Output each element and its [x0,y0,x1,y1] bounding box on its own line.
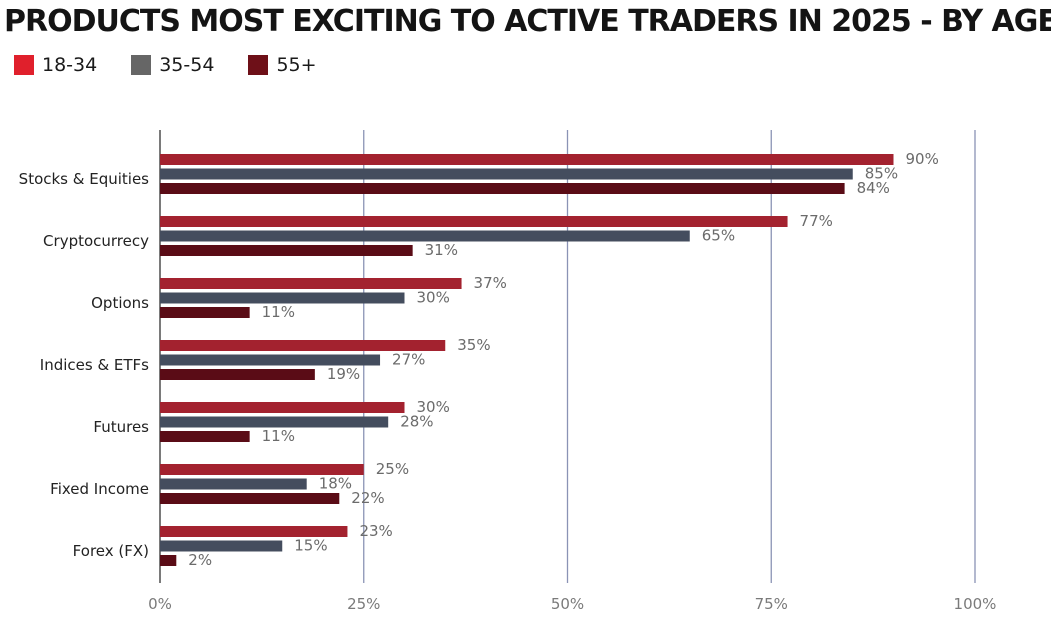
legend-swatch-18-34 [14,55,34,75]
value-label-cryptocurrecy-35-54: 65% [702,227,735,245]
value-label-indices-etfs-18-34: 35% [457,336,490,354]
value-label-fixed-income-18-34: 25% [376,460,409,478]
bar-futures-18-34 [160,402,405,413]
value-label-forex-fx-55: 2% [188,551,212,569]
bar-fixed-income-55 [160,493,340,504]
value-label-options-35-54: 30% [417,289,450,307]
value-label-stocks-equities-18-34: 90% [906,150,939,168]
x-tick-label-100: 100% [954,595,997,613]
value-label-options-18-34: 37% [474,274,507,292]
legend-item-35-54: 35-54 [131,54,214,76]
legend-label-35-54: 35-54 [159,54,215,76]
bar-forex-fx-35-54 [160,540,283,552]
value-label-forex-fx-18-34: 23% [359,522,392,540]
bar-fixed-income-18-34 [160,464,364,475]
value-label-cryptocurrecy-55: 31% [425,241,458,259]
bar-cryptocurrecy-35-54 [160,230,690,242]
legend-swatch-55-plus [248,55,269,75]
value-label-fixed-income-35-54: 18% [319,475,352,493]
bar-options-35-54 [160,292,405,304]
value-label-stocks-equities-55: 84% [857,179,890,197]
bar-futures-55 [160,431,250,442]
value-label-fixed-income-55: 22% [351,489,384,507]
bar-options-55 [160,307,250,318]
value-label-indices-etfs-55: 19% [327,365,360,383]
category-label-fixed-income: Fixed Income [50,480,149,498]
bar-fixed-income-35-54 [160,478,307,490]
category-label-cryptocurrecy: Cryptocurrecy [43,232,149,250]
x-tick-label-75: 75% [755,595,788,613]
x-tick-label-0: 0% [148,595,172,613]
legend-item-18-34: 18-34 [14,54,97,76]
category-label-indices-etfs: Indices & ETFs [40,356,149,374]
category-label-forex-fx: Forex (FX) [73,542,149,560]
bar-forex-fx-18-34 [160,526,348,537]
value-label-forex-fx-35-54: 15% [294,537,327,555]
x-tick-label-25: 25% [347,595,380,613]
bar-indices-etfs-55 [160,369,315,380]
bar-futures-35-54 [160,416,389,428]
value-label-futures-35-54: 28% [400,413,433,431]
legend-swatch-35-54 [131,55,152,75]
bar-stocks-equities-18-34 [160,154,894,165]
value-label-futures-55: 11% [262,427,295,445]
chart-title: PRODUCTS MOST EXCITING TO ACTIVE TRADERS… [4,4,1051,39]
value-label-futures-18-34: 30% [417,398,450,416]
category-label-stocks-equities: Stocks & Equities [19,170,150,188]
bar-stocks-equities-35-54 [160,168,853,180]
x-tick-label-50: 50% [551,595,584,613]
value-label-options-55: 11% [262,303,295,321]
category-label-options: Options [91,294,149,312]
legend-label-55-plus: 55+ [276,54,317,76]
value-label-indices-etfs-35-54: 27% [392,351,425,369]
legend: 18-34 35-54 55+ [14,54,351,76]
legend-item-55-plus: 55+ [248,54,317,76]
bar-indices-etfs-18-34 [160,340,446,351]
bar-forex-fx-55 [160,555,177,566]
bar-options-18-34 [160,278,462,289]
value-label-stocks-equities-35-54: 85% [865,165,898,183]
bar-cryptocurrecy-18-34 [160,216,788,227]
legend-label-18-34: 18-34 [42,54,98,76]
bar-cryptocurrecy-55 [160,245,413,256]
bar-stocks-equities-55 [160,183,845,194]
value-label-cryptocurrecy-18-34: 77% [800,212,833,230]
bar-indices-etfs-35-54 [160,354,381,366]
category-label-futures: Futures [93,418,149,436]
